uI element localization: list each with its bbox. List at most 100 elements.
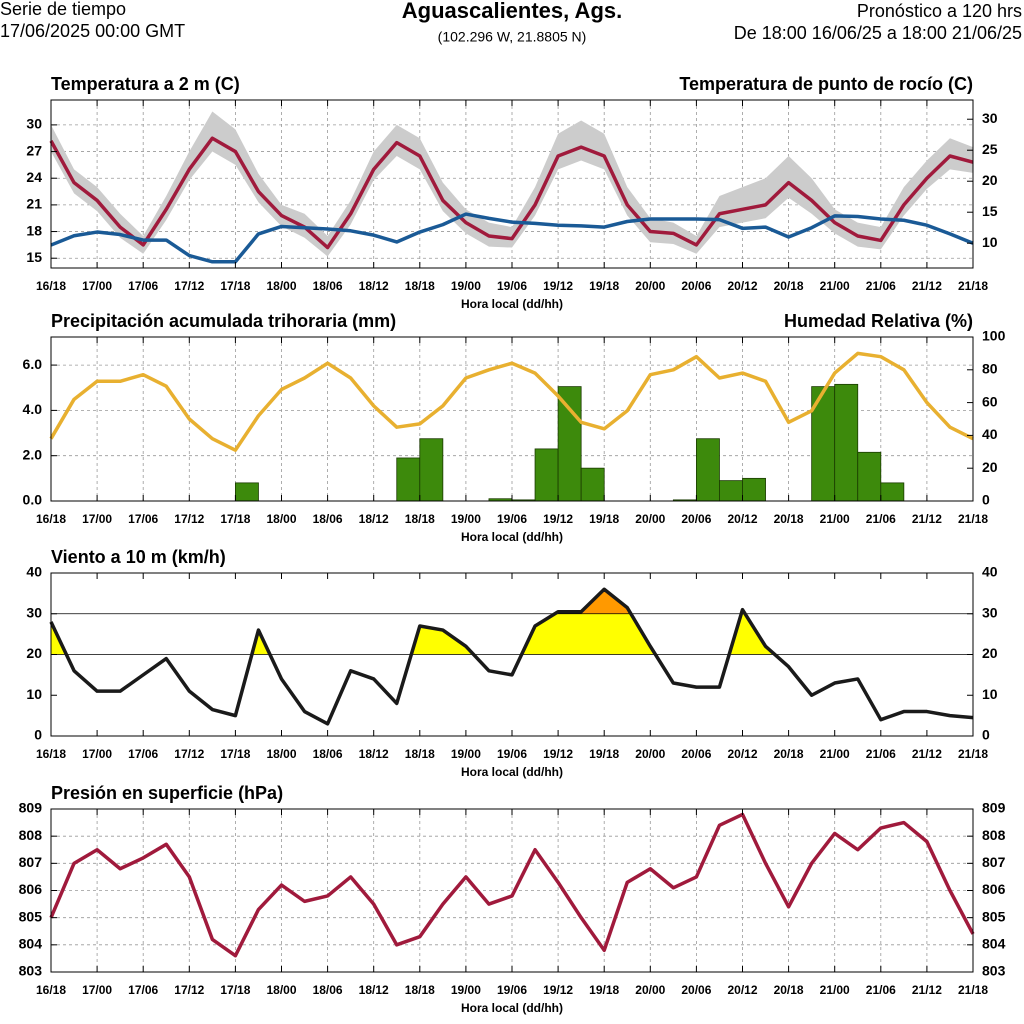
x-tick-label: 21/12 [912, 983, 942, 997]
x-tick-label: 18/18 [405, 279, 435, 293]
precip-bar [696, 438, 720, 502]
x-tick-label: 19/06 [497, 279, 527, 293]
x-tick-label: 18/12 [359, 747, 389, 761]
x-tick-label: 18/12 [359, 983, 389, 997]
y-tick-label: 30 [26, 116, 42, 132]
x-tick-label: 17/12 [174, 279, 204, 293]
y-tick-label: 804 [982, 936, 1006, 952]
x-tick-label: 17/12 [174, 983, 204, 997]
y-tick-label: 100 [982, 328, 1006, 344]
x-tick-label: 20/12 [727, 279, 757, 293]
series-line [49, 351, 974, 452]
precip-bar [742, 477, 766, 502]
x-tick-label: 19/18 [589, 279, 619, 293]
x-tick-label: 16/18 [36, 512, 66, 526]
threshold-fill [554, 589, 746, 614]
x-tick-label: 19/00 [451, 747, 481, 761]
x-tick-label: 21/00 [820, 983, 850, 997]
x-tick-label: 21/18 [958, 747, 988, 761]
x-tick-label: 19/06 [497, 983, 527, 997]
x-tick-label: 17/06 [128, 747, 158, 761]
y-tick-label: 20 [982, 645, 998, 661]
y-tick-label: 15 [982, 203, 998, 219]
x-tick-label: 17/12 [174, 512, 204, 526]
x-tick-label: 19/06 [497, 747, 527, 761]
x-tick-label: 20/00 [635, 279, 665, 293]
y-tick-label: 0 [34, 727, 42, 743]
range-band [51, 111, 973, 257]
x-tick-label: 21/06 [866, 983, 896, 997]
x-tick-label: 20/12 [727, 983, 757, 997]
y-tick-label: 40 [26, 564, 42, 580]
precip-bar [557, 386, 582, 502]
x-tick-label: 20/00 [635, 747, 665, 761]
x-tick-label: 20/18 [774, 747, 804, 761]
y-tick-label: 15 [26, 249, 42, 265]
y-tick-label: 30 [26, 604, 42, 620]
header-left-bottom: 17/06/2025 00:00 GMT [0, 21, 185, 41]
y-tick-label: 40 [982, 564, 998, 580]
x-tick-label: 21/06 [866, 747, 896, 761]
y-tick-label: 20 [982, 459, 998, 475]
x-tick-label: 18/00 [266, 747, 296, 761]
x-tick-label: 21/12 [912, 512, 942, 526]
x-tick-label: 18/00 [266, 279, 296, 293]
y-tick-label: 808 [19, 827, 43, 843]
x-tick-label: 17/18 [220, 512, 250, 526]
x-tick-label: 18/06 [313, 983, 343, 997]
x-axis-label: Hora local (dd/hh) [461, 1001, 563, 1015]
x-tick-label: 17/18 [220, 747, 250, 761]
threshold-fill [51, 613, 775, 655]
precip-bar [834, 383, 859, 502]
y-tick-label: 807 [982, 854, 1006, 870]
x-tick-label: 19/00 [451, 512, 481, 526]
y-tick-label: 808 [982, 827, 1006, 843]
x-tick-label: 16/18 [36, 747, 66, 761]
y-tick-label: 40 [982, 426, 998, 442]
x-tick-label: 20/06 [681, 512, 711, 526]
x-tick-label: 16/18 [36, 983, 66, 997]
x-tick-label: 16/18 [36, 279, 66, 293]
x-tick-label: 17/00 [82, 279, 112, 293]
x-tick-label: 18/06 [313, 279, 343, 293]
x-tick-label: 19/18 [589, 512, 619, 526]
x-tick-label: 19/18 [589, 983, 619, 997]
y-tick-label: 809 [982, 800, 1006, 816]
x-tick-label: 19/18 [589, 747, 619, 761]
x-tick-label: 20/00 [635, 512, 665, 526]
y-tick-label: 20 [982, 172, 998, 188]
x-tick-label: 19/12 [543, 512, 573, 526]
y-tick-label: 30 [982, 110, 998, 126]
y-tick-label: 10 [26, 686, 42, 702]
x-tick-label: 20/06 [681, 983, 711, 997]
y-tick-label: 21 [26, 196, 42, 212]
y-tick-label: 10 [982, 234, 998, 250]
y-tick-label: 24 [26, 169, 42, 185]
header-title: Aguascalientes, Ags. [402, 0, 622, 23]
y-tick-label: 25 [982, 141, 998, 157]
panel-title: Viento a 10 m (km/h) [51, 547, 226, 567]
header-subtitle: (102.296 W, 21.8805 N) [438, 29, 587, 45]
y-tick-label: 10 [982, 686, 998, 702]
x-tick-label: 18/12 [359, 279, 389, 293]
x-tick-label: 20/12 [727, 747, 757, 761]
series-line [49, 136, 974, 250]
y-tick-label: 0 [982, 492, 990, 508]
panel-title: Presión en superficie (hPa) [51, 783, 283, 803]
series-line [50, 212, 974, 264]
y-tick-label: 805 [19, 908, 43, 924]
x-tick-label: 21/18 [958, 279, 988, 293]
x-tick-label: 21/12 [912, 747, 942, 761]
precip-bar [580, 467, 605, 502]
y-tick-label: 2.0 [23, 446, 43, 462]
panel-title: Temperatura de punto de rocío (C) [679, 74, 973, 94]
x-tick-label: 19/00 [451, 279, 481, 293]
y-tick-label: 804 [19, 936, 43, 952]
x-tick-label: 17/12 [174, 747, 204, 761]
y-tick-label: 805 [982, 908, 1006, 924]
precip-bar [534, 448, 559, 502]
x-tick-label: 17/00 [82, 512, 112, 526]
x-tick-label: 17/06 [128, 279, 158, 293]
x-tick-label: 19/12 [543, 983, 573, 997]
x-tick-label: 17/00 [82, 747, 112, 761]
